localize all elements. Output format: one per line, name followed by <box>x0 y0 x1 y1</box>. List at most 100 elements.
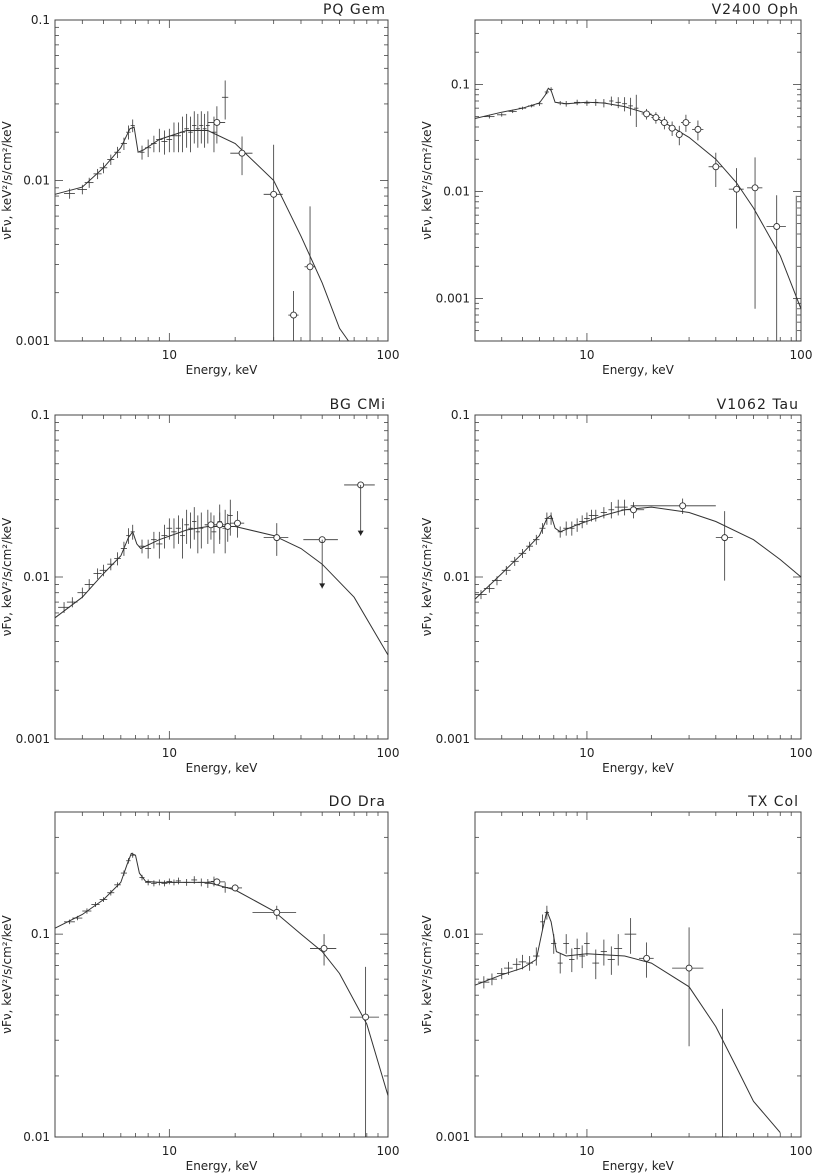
data-point-cross <box>221 80 229 120</box>
x-tick-label: 100 <box>790 348 813 362</box>
y-axis-label: νFν, keV²/s/cm²/keV <box>420 914 434 1033</box>
point-marker <box>234 519 241 527</box>
point-marker <box>675 131 683 139</box>
y-tick-label: 0.1 <box>451 77 470 91</box>
data-point-cross <box>551 934 557 954</box>
data-point-circle <box>204 512 217 540</box>
data-point-cross <box>107 558 115 571</box>
data-point-circle <box>641 108 652 120</box>
point-marker <box>721 534 729 542</box>
y-tick-label: 0.01 <box>23 570 50 584</box>
data-point-cross <box>614 499 622 516</box>
data-point-cross <box>64 188 75 199</box>
data-point-circle <box>207 878 226 886</box>
data-point-cross <box>211 515 217 554</box>
data-point-cross <box>107 890 115 896</box>
data-point-cross <box>175 515 181 544</box>
point-marker <box>682 119 690 127</box>
data-point-cross <box>77 184 87 195</box>
x-tick-label: 10 <box>162 348 177 362</box>
data-point-cross <box>171 518 177 549</box>
data-point-cross <box>195 515 200 554</box>
x-tick-label: 10 <box>162 746 177 760</box>
data-point-cross <box>569 521 575 536</box>
data-point-cross <box>601 99 607 108</box>
point-marker <box>362 1013 370 1021</box>
data-point-cross <box>183 878 190 886</box>
data-point-circle <box>207 106 226 144</box>
data-point-cross <box>202 113 207 148</box>
data-point-cross <box>161 880 168 887</box>
data-point-circle <box>621 502 645 519</box>
data-point-cross <box>184 509 189 544</box>
point-marker <box>751 184 759 192</box>
data-point-circle <box>344 481 375 489</box>
data-point-circle <box>222 513 233 542</box>
data-point-circle <box>672 927 704 1047</box>
data-point-cross <box>573 99 581 106</box>
y-axis-label: νFν, keV²/s/cm²/keV <box>420 517 434 636</box>
y-tick-label: 0.01 <box>23 1130 50 1144</box>
data-point-cross <box>161 524 168 549</box>
data-point-cross <box>634 94 639 127</box>
point-marker <box>207 521 215 529</box>
x-axis-label: Energy, keV <box>602 363 675 377</box>
data-point-circle <box>675 125 683 146</box>
point-marker <box>685 964 693 972</box>
data-point-cross <box>608 502 615 519</box>
data-point-cross <box>496 113 507 117</box>
y-tick-label: 0.01 <box>443 184 470 198</box>
data-point-cross <box>126 858 131 864</box>
data-point-cross <box>512 958 521 971</box>
x-tick-label: 10 <box>579 1144 594 1158</box>
point-marker <box>290 311 298 319</box>
data-point-cross <box>526 541 534 551</box>
upper-limit-arrow <box>357 530 364 536</box>
data-point-cross <box>166 518 173 540</box>
point-marker <box>273 534 281 542</box>
data-point-cross <box>107 154 115 165</box>
data-point-circle <box>227 884 243 892</box>
point-marker <box>213 878 221 886</box>
data-point-cross <box>527 104 535 108</box>
point-marker <box>733 185 741 193</box>
data-point-circle <box>213 512 226 540</box>
chart-title: DO Dra <box>329 794 386 810</box>
data-point-cross <box>151 880 157 887</box>
point-marker <box>306 263 314 271</box>
chart-panel: 10 100 0.001 0.01 TX Col Energy, keV νFν, keV²… <box>420 794 812 1173</box>
plot-frame <box>474 19 802 342</box>
model-curve <box>54 526 389 656</box>
data-point-cross <box>156 128 163 153</box>
point-marker <box>224 523 232 530</box>
y-tick-label: 0.001 <box>16 334 50 348</box>
data-point-cross <box>99 162 108 174</box>
x-axis-label: Energy, keV <box>186 761 259 775</box>
x-tick-label: 10 <box>579 348 594 362</box>
data-point-cross <box>204 878 211 888</box>
data-point-circle <box>303 536 338 544</box>
point-marker <box>231 884 239 892</box>
model-curve <box>474 909 781 1134</box>
point-marker <box>652 114 660 122</box>
data-point-cross <box>184 113 189 148</box>
y-tick-label: 0.01 <box>443 570 470 584</box>
data-point-cross <box>579 945 586 969</box>
data-point-circle <box>728 168 744 229</box>
data-point-cross <box>126 528 131 544</box>
y-tick-label: 0.1 <box>31 408 50 422</box>
data-point-circle <box>668 121 676 136</box>
point-marker <box>238 149 246 157</box>
data-point-cross <box>156 879 163 886</box>
x-axis-label: Energy, keV <box>602 761 675 775</box>
chart-panel: 10 100 0.001 0.01 0.1 V2400 Oph Energy, keV νFν… <box>420 2 812 377</box>
data-point-cross <box>592 949 600 980</box>
data-point-cross <box>175 122 181 153</box>
data-point-cross <box>139 539 145 554</box>
data-point-circle <box>692 120 704 141</box>
point-marker <box>643 954 651 962</box>
data-point-cross <box>600 507 607 519</box>
x-tick-label: 100 <box>790 1144 813 1158</box>
data-point-cross <box>486 973 497 986</box>
